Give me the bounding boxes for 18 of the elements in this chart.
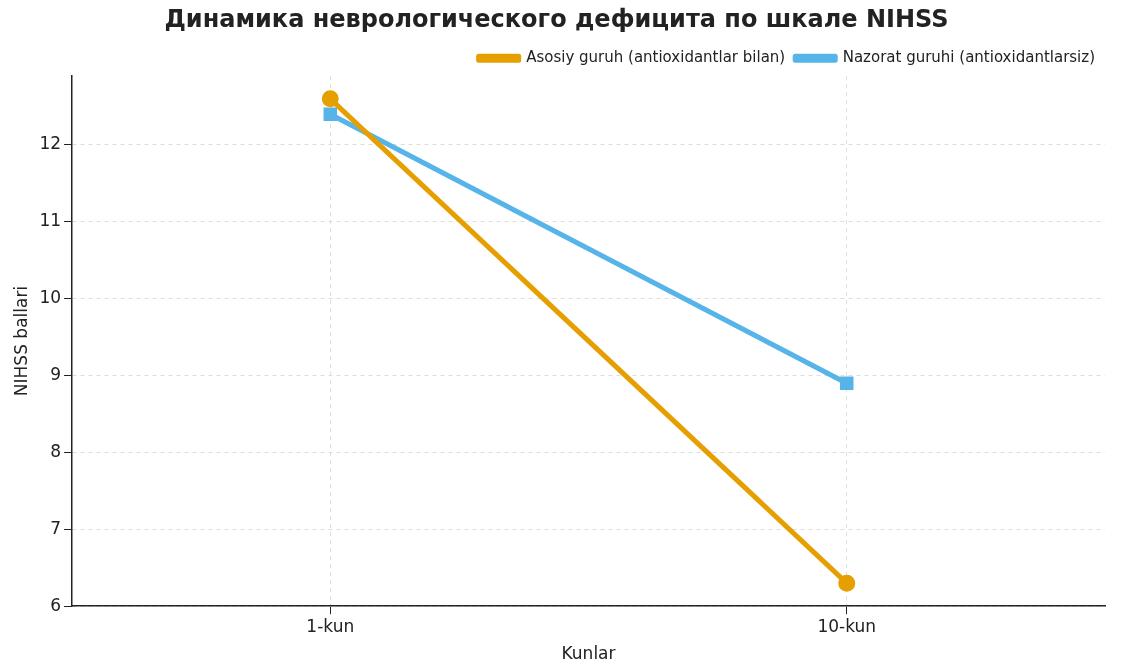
point <box>323 107 338 121</box>
legend-label: Nazorat guruhi (antioxidantlarsiz) <box>842 48 1095 67</box>
y-axis-title: NIHSS ballari <box>10 285 31 397</box>
y-tick-label: 6 <box>50 594 62 615</box>
chart-title: Динамика неврологического дефицита по шкале NIHSS <box>164 4 949 33</box>
y-tick-label: 9 <box>50 364 62 385</box>
x-axis-title: Kunlar <box>561 643 616 664</box>
y-tick-label: 12 <box>39 133 62 154</box>
y-tick-label: 11 <box>39 210 62 231</box>
legend-label: Asosiy guruh (antioxidantlar bilan) <box>526 48 786 67</box>
y-tick-label: 7 <box>50 517 62 538</box>
y-tick-label: 8 <box>50 440 62 461</box>
x-tick-label: 10-kun <box>817 615 877 636</box>
point <box>840 376 854 391</box>
y-tick-label: 10 <box>39 287 62 308</box>
point <box>321 90 339 108</box>
point <box>838 574 856 592</box>
x-tick-label: 1-kun <box>306 615 355 636</box>
